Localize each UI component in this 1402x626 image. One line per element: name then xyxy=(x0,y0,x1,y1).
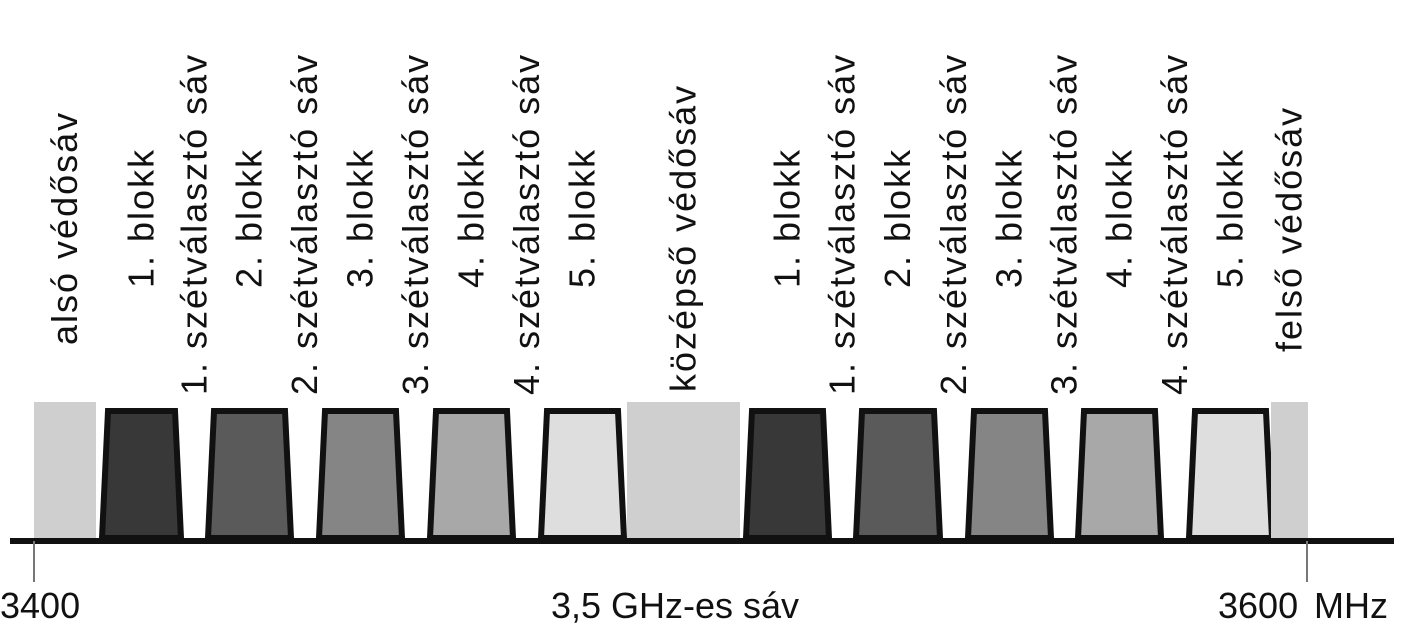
block-trapezoid xyxy=(537,408,628,541)
unit-label: MHz xyxy=(1314,585,1388,626)
axis-end-label: 3600 xyxy=(1218,585,1298,626)
band-label: 4. blokk xyxy=(451,148,492,288)
block-trapezoid xyxy=(426,408,517,541)
band-label: 3. blokk xyxy=(989,148,1030,288)
block-trapezoid xyxy=(964,408,1055,541)
band-label: 1. szétválasztó sáv xyxy=(822,53,863,395)
block-trapezoid xyxy=(1074,408,1165,541)
band-label: 2. szétválasztó sáv xyxy=(284,53,325,395)
band-label: 5. blokk xyxy=(1210,148,1251,288)
band-name-label: 3,5 GHz-es sáv xyxy=(551,585,799,626)
band-label: 2. blokk xyxy=(877,148,918,288)
axis-start-label: 3400 xyxy=(0,585,80,626)
block-trapezoid xyxy=(1185,408,1276,541)
band-label: 2. blokk xyxy=(229,148,270,288)
guard-band-rect xyxy=(627,402,740,541)
band-label: 4. blokk xyxy=(1099,148,1140,288)
band-label: 3. szétválasztó sáv xyxy=(1044,53,1085,395)
band-label: 5. blokk xyxy=(562,148,603,288)
band-label: 2. szétválasztó sáv xyxy=(933,53,974,395)
band-label: 1. blokk xyxy=(767,148,808,288)
block-trapezoid xyxy=(852,408,944,541)
guard-band-rect xyxy=(1271,402,1308,541)
band-label: 3. blokk xyxy=(340,148,381,288)
band-label: felső védősáv xyxy=(1269,106,1310,352)
band-label: 3. szétválasztó sáv xyxy=(395,53,436,395)
block-trapezoid xyxy=(742,408,833,541)
band-label: középső védősáv xyxy=(663,84,704,392)
band-label: 4. szétválasztó sáv xyxy=(1154,53,1195,395)
block-trapezoid xyxy=(204,408,295,541)
block-trapezoid xyxy=(98,408,185,541)
band-label: 4. szétválasztó sáv xyxy=(506,53,547,395)
band-label: 1. szétválasztó sáv xyxy=(174,53,215,395)
guard-band-rect xyxy=(34,402,96,541)
block-trapezoid xyxy=(315,408,406,541)
bands-layer xyxy=(34,402,1308,541)
band-label: 1. blokk xyxy=(121,148,162,288)
band-labels-layer: alsó védősáv 1. blokk 1. szétválasztó sáv 2… xyxy=(44,53,1310,395)
band-label: alsó védősáv xyxy=(44,111,85,345)
